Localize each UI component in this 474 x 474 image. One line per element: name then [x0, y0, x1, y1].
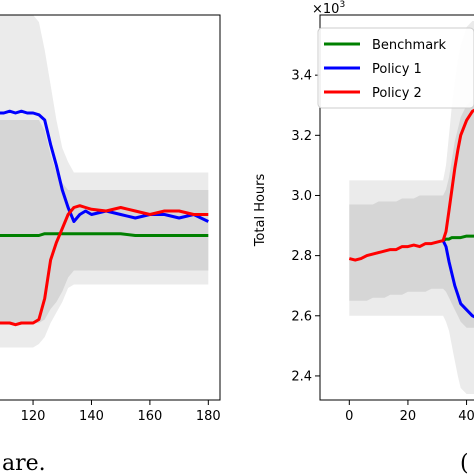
caption-left: are.	[2, 451, 46, 474]
right-xtick-label: 20	[400, 409, 417, 424]
right-series-line-policy-2	[348, 108, 474, 262]
legend-label-benchmark: Benchmark	[372, 38, 447, 53]
right-confidence-bands	[349, 21, 474, 394]
right-axes-frame	[319, 14, 474, 401]
left-xtick-label: 160	[137, 409, 162, 424]
left-xtick-label: 140	[79, 409, 104, 424]
right-ytick-label: 2.4	[291, 369, 312, 384]
right-x-ticks: 0 20 40	[345, 400, 474, 424]
y-multiplier: ×103	[312, 0, 345, 17]
right-ytick-label: 2.8	[291, 249, 312, 264]
left-series-line-0	[0, 232, 209, 237]
left-xtick-label: 180	[196, 409, 221, 424]
left-confidence-bands	[0, 15, 209, 348]
left-band-1	[0, 120, 209, 323]
right-xtick-label: 40	[458, 409, 474, 424]
right-band-1	[349, 99, 474, 328]
right-ytick-label: 3.0	[291, 189, 312, 204]
legend-label-policy-2: Policy 2	[372, 86, 422, 101]
legend: Benchmark Policy 1 Policy 2	[317, 27, 474, 109]
right-panel: 0 20 40 2.4 2.6 2.8 3.0 3.2 3.4 ×103 Total Hour…	[253, 0, 474, 424]
right-y-ticks: 2.4 2.6 2.8 3.0 3.2 3.4	[291, 69, 320, 384]
left-series-line-2	[0, 204, 209, 327]
legend-box	[317, 27, 474, 109]
caption-right: (	[460, 451, 469, 474]
left-panel: 120 140 160 180	[0, 14, 221, 424]
left-axes-frame	[0, 14, 221, 401]
right-ytick-label: 2.6	[291, 309, 312, 324]
right-series-line-benchmark	[442, 234, 474, 242]
left-x-ticks: 120 140 160 180	[21, 400, 221, 424]
right-series-lines	[348, 108, 474, 319]
y-axis-label: Total Hours	[253, 173, 268, 247]
right-xtick-label: 0	[345, 409, 353, 424]
right-series-line-policy-1	[441, 239, 474, 319]
left-series-lines	[0, 109, 209, 327]
right-ytick-label: 3.2	[291, 129, 312, 144]
left-xtick-label: 120	[21, 409, 46, 424]
right-ytick-label: 3.4	[291, 69, 312, 84]
legend-label-policy-1: Policy 1	[372, 62, 422, 77]
